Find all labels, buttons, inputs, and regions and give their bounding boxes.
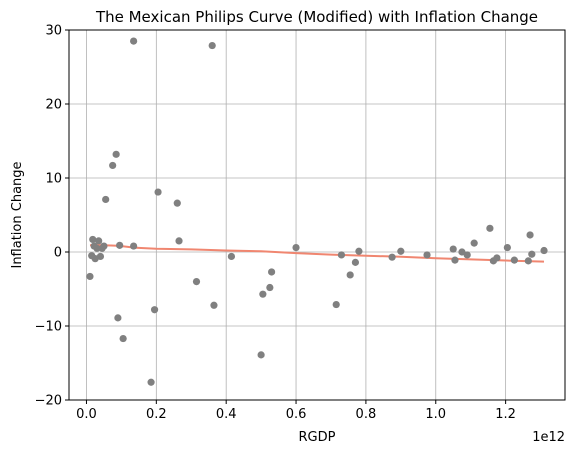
data-point xyxy=(510,256,518,264)
x-tick-label: 0.2 xyxy=(146,407,167,422)
data-point xyxy=(95,237,103,245)
y-tick-label: 20 xyxy=(45,98,62,113)
data-point xyxy=(109,161,117,170)
x-tick-label: 0.8 xyxy=(356,407,377,422)
data-point xyxy=(89,235,97,244)
data-point xyxy=(423,251,431,259)
chart-title: The Mexican Philips Curve (Modified) wit… xyxy=(95,8,538,26)
data-point xyxy=(259,290,267,298)
data-point xyxy=(528,250,536,258)
y-tick-label: 30 xyxy=(45,24,62,39)
data-point xyxy=(332,300,340,309)
x-tick-label: 1.2 xyxy=(495,407,516,422)
data-point xyxy=(154,188,162,196)
data-point xyxy=(210,301,218,309)
data-point xyxy=(486,224,494,232)
data-point xyxy=(227,252,236,261)
scatter-points xyxy=(86,37,548,386)
y-tick-label: 10 xyxy=(45,172,62,187)
data-point xyxy=(493,254,501,262)
data-point xyxy=(86,272,94,281)
data-point xyxy=(147,378,155,386)
y-axis-label: Inflation Change xyxy=(10,161,25,268)
data-point xyxy=(112,150,120,158)
y-tick-label: 0 xyxy=(54,246,62,261)
y-axis-ticks: −20 −10 0 10 20 30 xyxy=(35,24,69,409)
y-tick-label: −10 xyxy=(35,320,62,335)
data-point xyxy=(337,251,346,259)
data-point xyxy=(114,314,122,322)
trend-line xyxy=(89,243,545,263)
x-axis-ticks: 0.0 0.2 0.4 0.6 0.8 1.0 1.2 xyxy=(76,400,516,422)
data-point xyxy=(192,278,201,286)
x-tick-label: 0.6 xyxy=(286,407,307,422)
data-point xyxy=(119,334,127,343)
data-point xyxy=(292,243,300,252)
data-point xyxy=(208,41,216,50)
data-point xyxy=(116,241,124,249)
data-point xyxy=(388,253,396,261)
data-point xyxy=(266,283,274,292)
x-axis-offset-label: 1e12 xyxy=(532,430,565,445)
grid xyxy=(69,29,565,401)
data-point xyxy=(267,268,276,276)
data-point xyxy=(449,245,457,253)
data-point xyxy=(93,244,101,252)
data-point xyxy=(540,246,548,255)
x-axis-label: RGDP xyxy=(299,430,336,445)
data-point xyxy=(524,257,532,265)
data-point xyxy=(346,271,354,279)
data-point xyxy=(463,251,471,259)
data-point xyxy=(130,242,138,250)
data-point xyxy=(102,195,110,204)
data-point xyxy=(458,248,466,256)
x-tick-label: 0.4 xyxy=(216,407,237,422)
data-point xyxy=(96,252,105,261)
trend-line-layer xyxy=(89,243,545,263)
data-point xyxy=(351,258,360,266)
data-point xyxy=(130,37,138,45)
x-tick-label: 0.0 xyxy=(76,407,97,422)
data-point xyxy=(257,351,265,359)
data-point xyxy=(397,247,405,255)
data-point xyxy=(175,237,183,245)
data-point xyxy=(173,199,181,207)
data-point xyxy=(150,306,159,314)
plot-frame xyxy=(68,29,566,401)
data-point xyxy=(100,242,108,250)
data-point xyxy=(470,239,478,247)
x-tick-label: 1.0 xyxy=(425,407,446,422)
data-point xyxy=(451,256,459,264)
y-tick-label: −20 xyxy=(35,394,62,409)
data-point xyxy=(503,243,511,252)
data-point xyxy=(355,247,363,255)
data-point xyxy=(526,231,534,239)
